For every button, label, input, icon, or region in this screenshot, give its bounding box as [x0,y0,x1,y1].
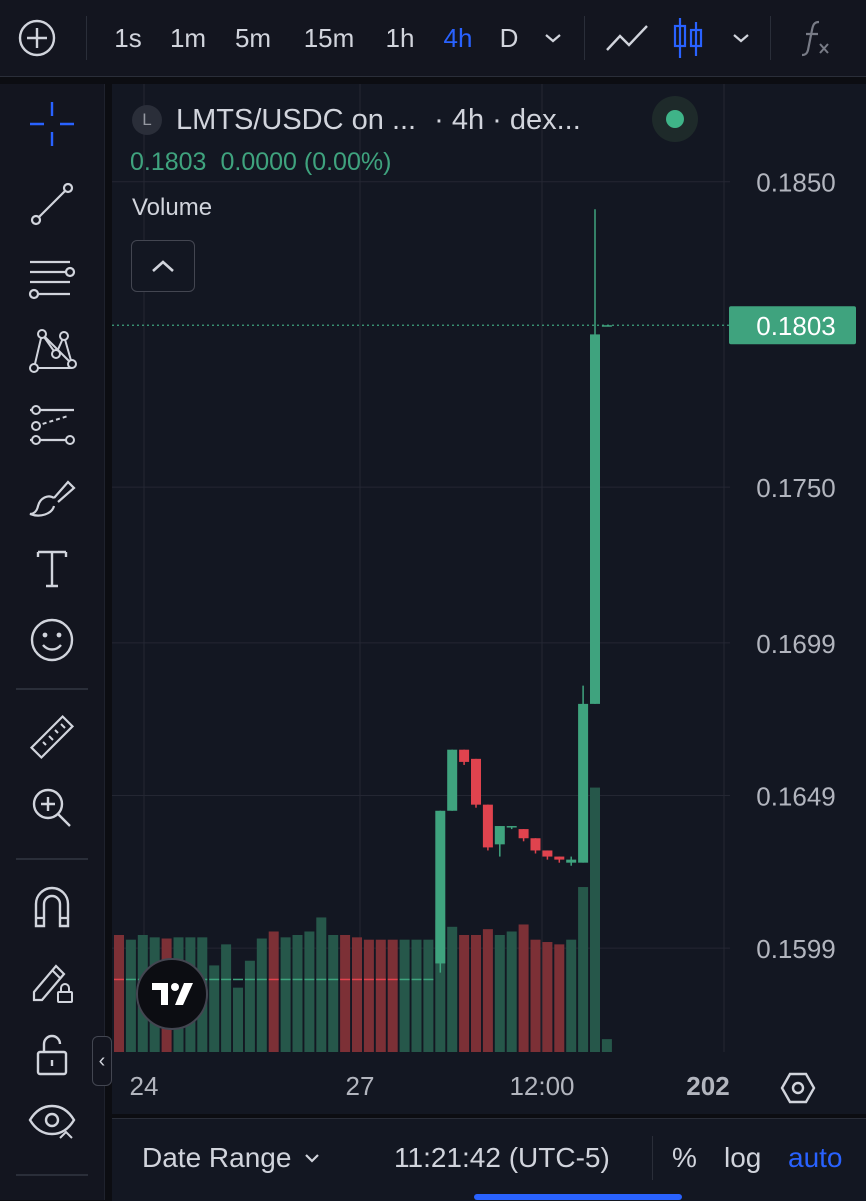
top-toolbar: 1s 1m 5m 15m 1h 4h D [0,0,866,77]
lock-icon[interactable] [22,1024,82,1084]
interval-d-button[interactable]: D [499,22,519,53]
scroll-indicator [474,1194,682,1200]
sidebar-divider [16,688,88,690]
line-chart-icon[interactable] [600,0,654,76]
pattern-icon[interactable] [22,320,82,380]
interval-1h-button[interactable]: 1h [385,22,415,53]
percent-scale-toggle[interactable]: % [672,1142,697,1173]
add-symbol-icon[interactable] [14,0,60,76]
timezone-clock[interactable]: 11:21:42 (UTC-5) [394,1142,610,1173]
interval-4h-button[interactable]: 4h [443,22,473,53]
eye-icon[interactable] [22,1092,82,1152]
emoji-icon[interactable] [22,610,82,670]
chevron-up-icon [152,260,174,272]
sidebar-divider [16,1174,88,1176]
bottom-divider [652,1136,653,1180]
crosshair-icon[interactable] [22,94,82,154]
symbol-logo: L [132,105,162,135]
forecast-icon[interactable] [22,394,82,454]
toolbar-divider [584,16,585,60]
interval-15m-button[interactable]: 15m [303,22,355,53]
fib-retracement-icon[interactable] [22,248,82,308]
interval-5m-button[interactable]: 5m [234,22,272,53]
chart-type-chevron-icon[interactable] [726,0,756,76]
tradingview-logo[interactable] [136,958,208,1030]
interval-1m-button[interactable]: 1m [169,22,207,53]
symbol-name: LMTS/USDC on ... [176,103,417,136]
price-legend: 0.1803 0.0000 (0.00%) [130,148,391,177]
sidebar-collapse-handle[interactable]: ‹ [92,1036,112,1086]
bottom-toolbar [112,1118,866,1201]
indicators-fx-icon[interactable] [796,0,836,76]
auto-scale-toggle[interactable]: auto [788,1142,843,1173]
settings-gear-icon[interactable] [778,1068,818,1108]
lock-drawing-icon[interactable] [22,952,82,1012]
symbol-legend[interactable]: L LMTS/USDC on ... · 4h · dex... [132,96,581,144]
legend-change: 0.0000 (0.00%) [220,148,392,176]
zoom-in-icon[interactable] [22,778,82,838]
log-scale-toggle[interactable]: log [724,1142,762,1173]
toolbar-divider [770,16,771,60]
interval-1s-button[interactable]: 1s [114,22,142,53]
interval-dropdown-chevron-icon[interactable] [538,0,568,76]
volume-label: Volume [132,194,213,221]
tradingview-logo-icon [152,983,193,1005]
sidebar-divider [16,858,88,860]
collapse-legend-button[interactable] [131,240,195,292]
candlestick-chart-icon[interactable] [668,0,708,76]
trend-line-icon[interactable] [22,174,82,234]
date-range-button[interactable]: Date Range [142,1135,323,1181]
drawing-toolbar [0,84,105,1200]
toolbar-divider [86,16,87,60]
magnet-icon[interactable] [22,878,82,938]
brush-icon[interactable] [22,468,82,528]
legend-price: 0.1803 [130,148,207,176]
chart-panel [112,84,866,1114]
market-status-indicator[interactable] [652,96,698,142]
chevron-down-icon [305,1154,320,1163]
live-dot-icon [666,110,684,128]
date-range-label: Date Range [142,1142,292,1173]
text-icon[interactable] [22,538,82,598]
ruler-icon[interactable] [22,708,82,768]
symbol-meta: · 4h · dex... [434,103,581,136]
